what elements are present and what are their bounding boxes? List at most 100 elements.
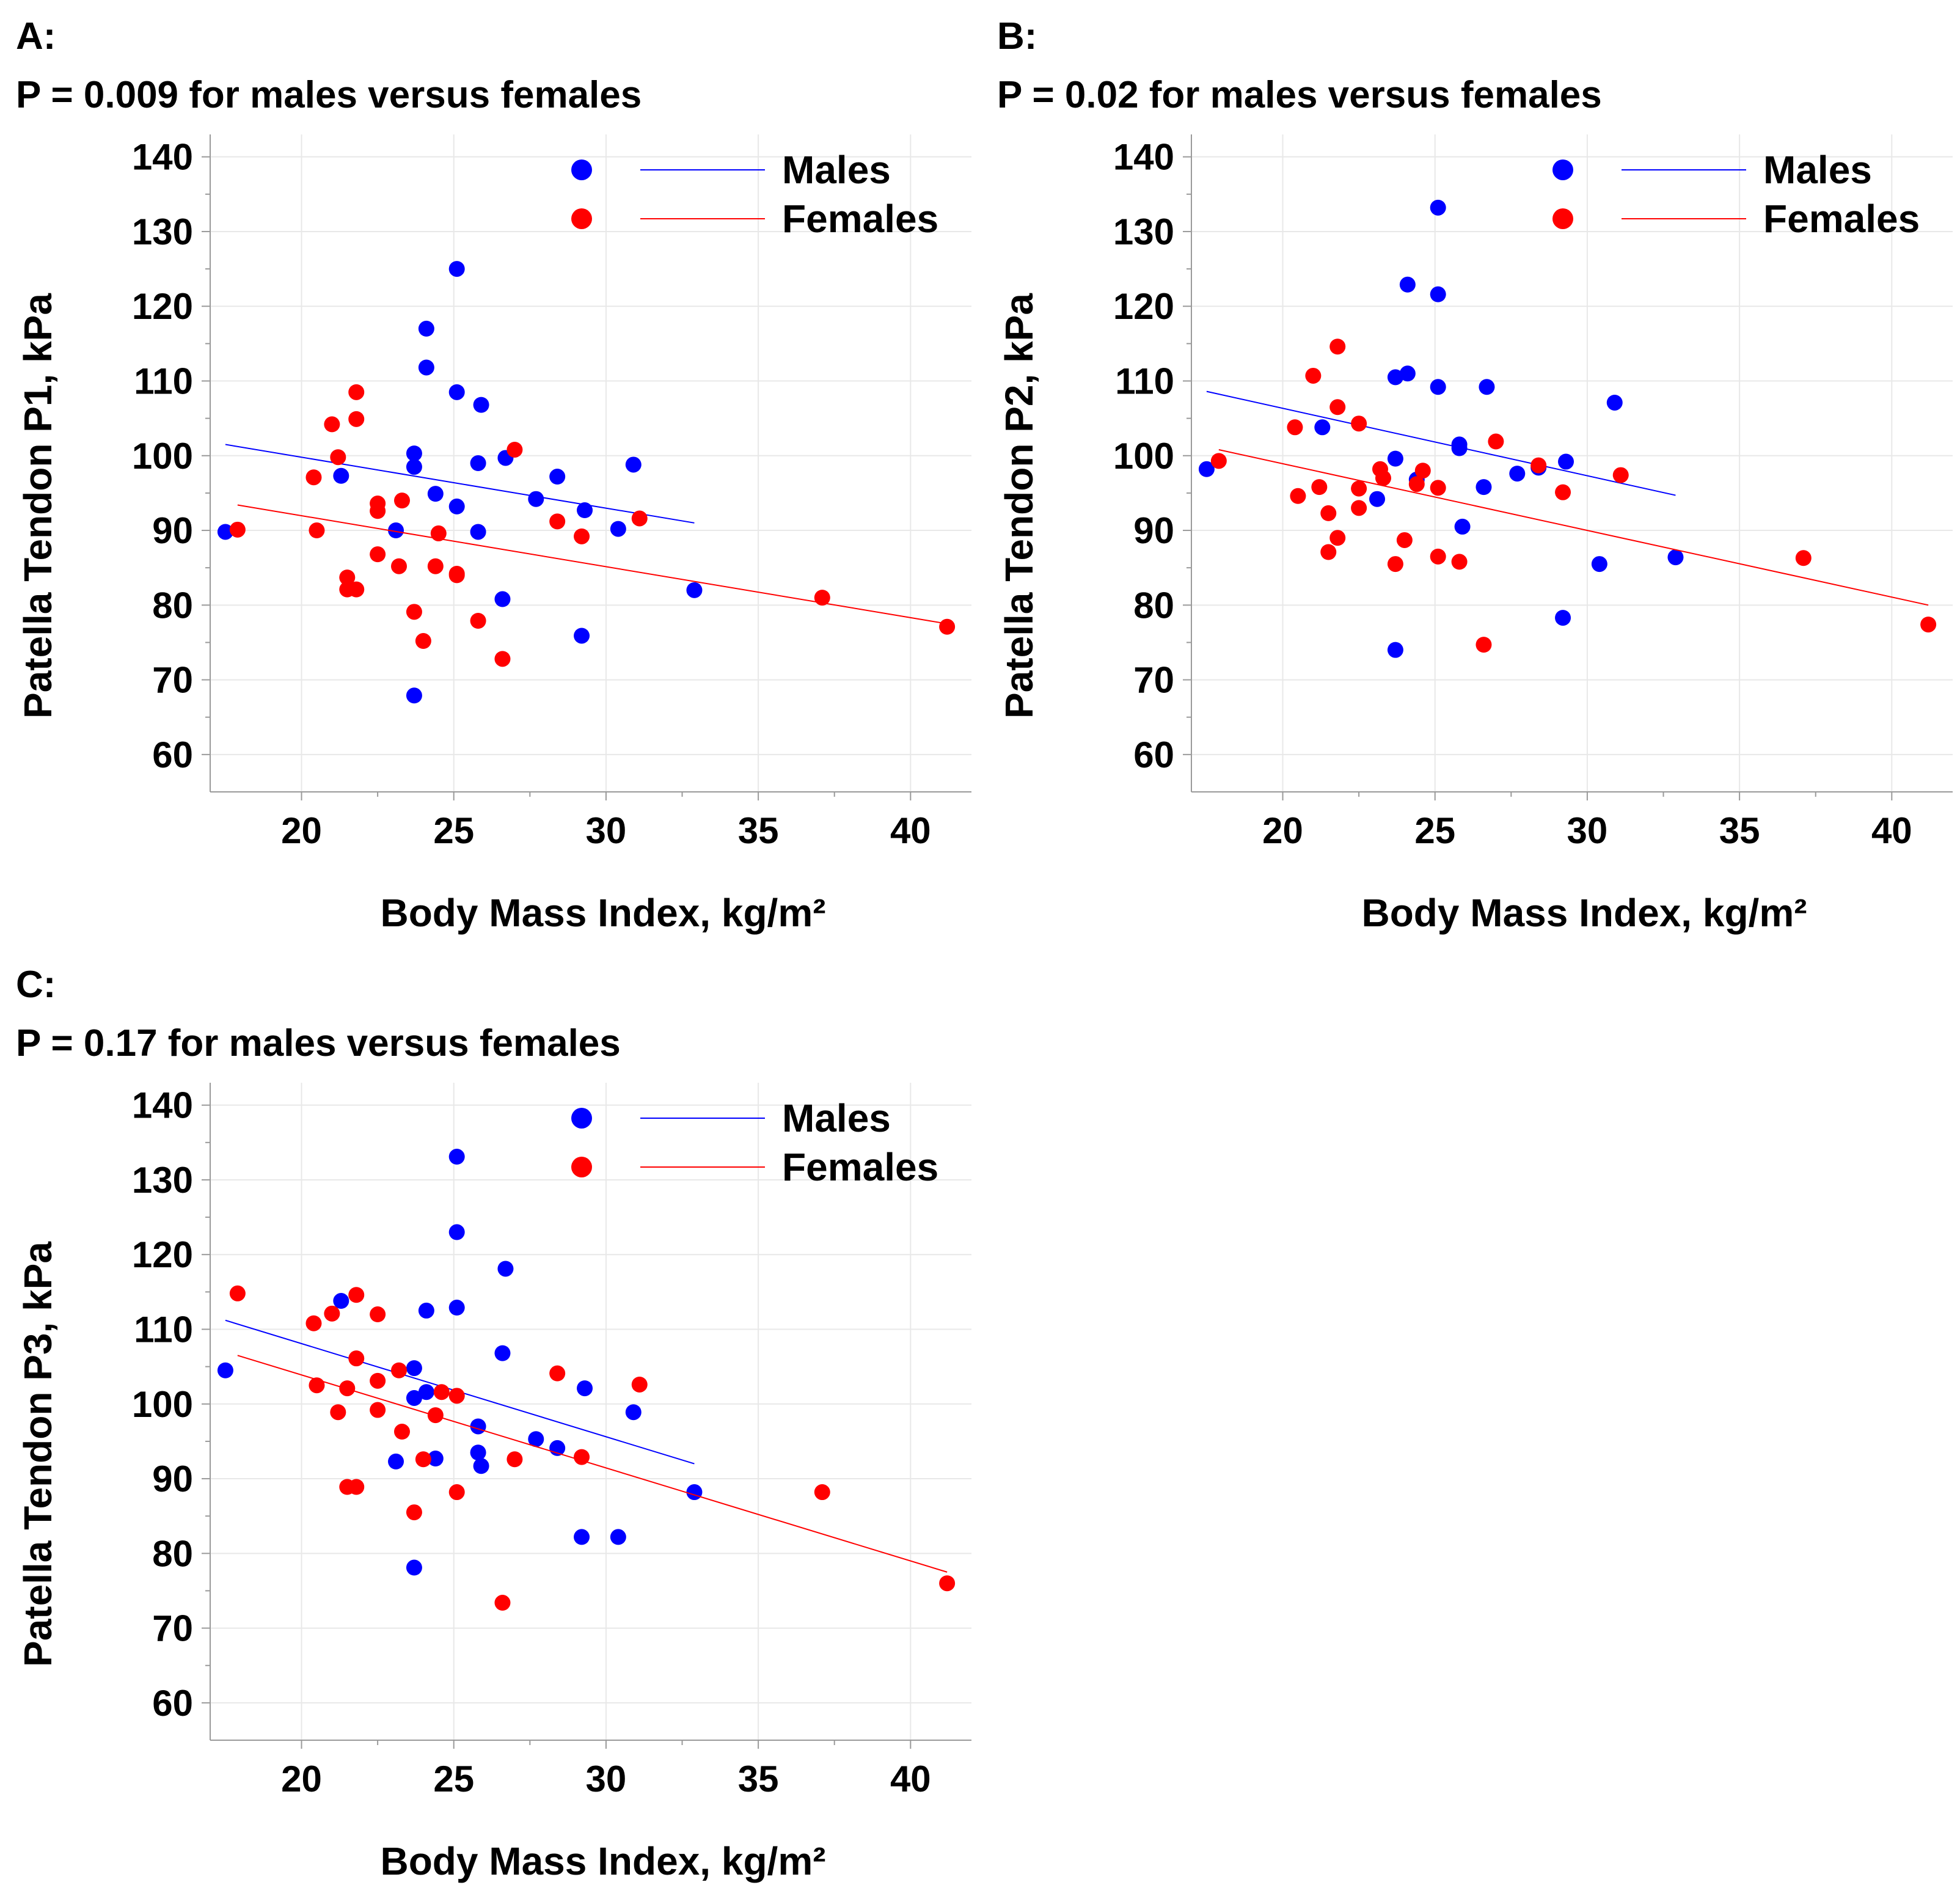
data-point-females (814, 1484, 830, 1501)
data-point-males (686, 1484, 703, 1501)
data-point-females (415, 633, 431, 650)
y-tick-label: 130 (1113, 211, 1174, 252)
y-tick-label: 80 (1133, 585, 1174, 626)
y-tick-label: 90 (1133, 510, 1174, 551)
data-point-males (577, 502, 593, 519)
data-point-females (348, 384, 365, 400)
data-point-females (324, 1305, 340, 1322)
data-point-females (494, 651, 511, 667)
data-point-males (333, 1293, 349, 1309)
data-point-males (333, 467, 349, 484)
data-point-males (1451, 440, 1468, 456)
data-point-females (574, 528, 590, 544)
data-point-females (391, 1362, 408, 1378)
y-tick-label: 140 (1113, 137, 1174, 178)
data-point-females (939, 618, 956, 635)
data-point-females (305, 469, 322, 486)
data-point-females (391, 558, 408, 574)
gridlines (1191, 134, 1953, 792)
data-point-females (1414, 463, 1431, 479)
x-tick-label: 40 (1871, 810, 1912, 851)
data-point-females (1320, 544, 1337, 560)
x-tick-label: 25 (1414, 810, 1455, 851)
data-point-males (406, 687, 422, 704)
data-point-males (1369, 491, 1386, 507)
data-point-females (494, 1595, 511, 1611)
data-point-females (348, 411, 365, 427)
legend-marker-females (571, 1157, 592, 1177)
y-tick-label: 80 (152, 585, 193, 626)
data-point-females (939, 1575, 956, 1592)
legend-label-males: Males (782, 1096, 891, 1140)
data-point-males (577, 1380, 593, 1397)
x-axis-label: Body Mass Index, kg/m² (380, 1839, 825, 1883)
data-point-males (1667, 549, 1684, 566)
y-tick-label: 140 (132, 1085, 193, 1126)
data-point-males (1314, 419, 1331, 436)
data-point-males (448, 1149, 465, 1165)
data-point-males (1430, 199, 1446, 216)
data-point-females (229, 521, 246, 538)
data-point-females (229, 1285, 246, 1301)
data-point-males (448, 498, 465, 514)
data-point-females (1795, 550, 1812, 566)
y-tick-label: 90 (152, 510, 193, 551)
data-point-females (1555, 484, 1571, 500)
data-point-males (418, 359, 434, 376)
data-point-females (1387, 556, 1403, 573)
data-point-females (448, 1484, 465, 1501)
y-tick-label: 100 (132, 1384, 193, 1425)
y-tick-label: 60 (152, 734, 193, 775)
data-point-males (473, 397, 489, 413)
data-point-females (1287, 419, 1303, 436)
data-point-males (388, 522, 404, 539)
data-point-females (1920, 617, 1937, 633)
data-point-males (418, 1302, 434, 1319)
x-tick-label: 20 (281, 810, 322, 851)
data-point-males (1399, 276, 1416, 293)
data-point-males (406, 1559, 422, 1576)
data-point-males (406, 1389, 422, 1406)
data-point-females (430, 525, 447, 541)
data-point-females (406, 1504, 422, 1521)
data-point-males (494, 591, 511, 607)
y-axis-label: Patella Tendon P1, kPa (16, 293, 60, 719)
data-point-males (418, 320, 434, 337)
data-point-females (1408, 476, 1425, 492)
data-point-females (631, 510, 648, 527)
fit-line-females (237, 1355, 948, 1573)
data-point-males (448, 384, 465, 400)
legend-marker-females (1552, 208, 1573, 229)
data-point-females (1311, 479, 1328, 496)
y-tick-label: 100 (132, 436, 193, 477)
series-males (217, 261, 703, 704)
data-point-females (1290, 488, 1306, 504)
legend-marker-males (571, 159, 592, 180)
legend: Males Females (1552, 148, 1920, 241)
legend-marker-males (571, 1108, 592, 1129)
data-point-females (1329, 399, 1346, 415)
gridlines (210, 134, 971, 792)
panel-a: A: P = 0.009 for males versus females 60 70… (16, 15, 971, 935)
data-point-females (1329, 530, 1346, 546)
legend-label-females: Females (1763, 197, 1920, 241)
y-tick-label: 120 (132, 1234, 193, 1275)
data-point-males (1555, 610, 1571, 626)
data-point-males (217, 524, 233, 540)
data-point-females (370, 503, 386, 519)
x-tick-label: 25 (433, 1759, 474, 1799)
y-axis-label: Patella Tendon P2, kPa (997, 293, 1041, 719)
panel-title: P = 0.17 for males versus females (16, 1022, 621, 1064)
data-point-males (625, 1404, 642, 1421)
data-point-males (1399, 365, 1416, 382)
y-tick-label: 120 (132, 286, 193, 327)
y-tick-label: 70 (1133, 660, 1174, 701)
data-point-females (1210, 453, 1227, 469)
data-point-females (393, 1424, 410, 1440)
data-point-females (370, 1306, 386, 1323)
legend-label-females: Females (782, 197, 938, 241)
data-point-females (506, 441, 523, 458)
data-point-females (370, 546, 386, 563)
data-point-females (348, 1350, 365, 1367)
data-point-females (1488, 433, 1504, 450)
